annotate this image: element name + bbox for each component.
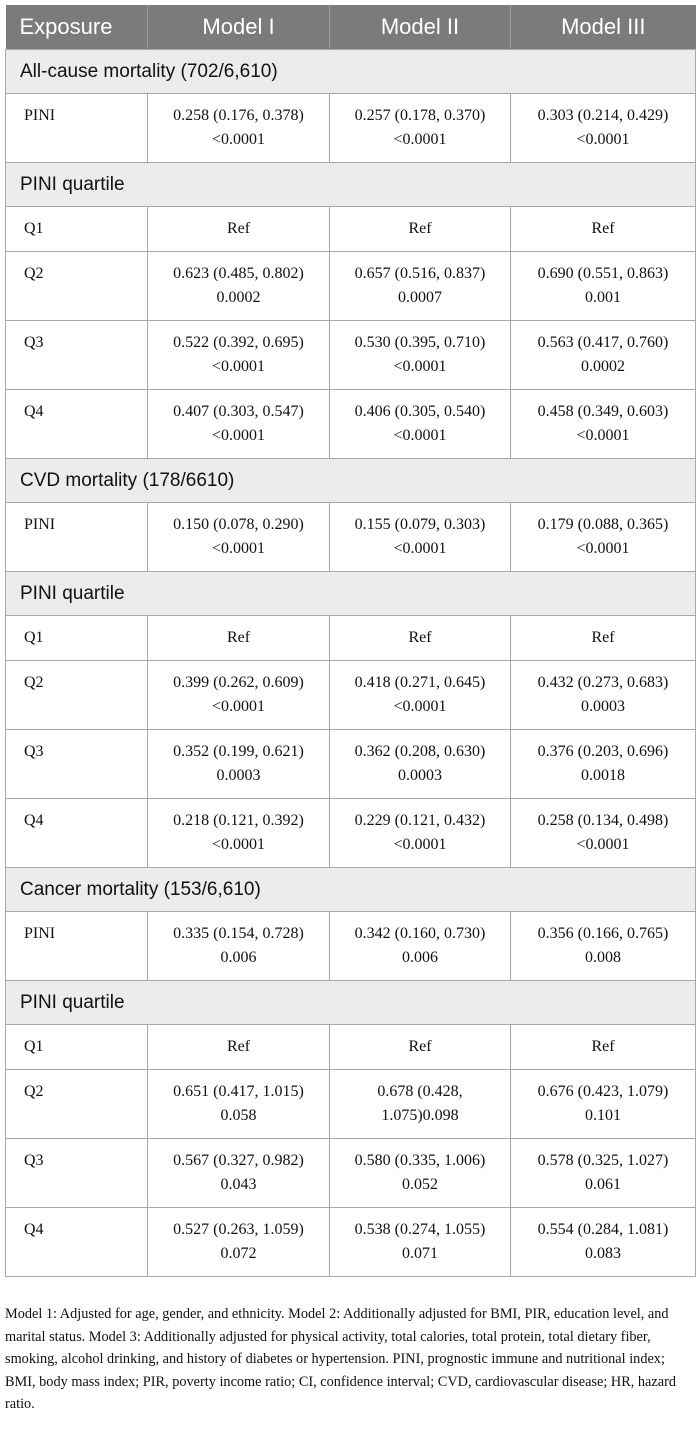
cell-model-1: Ref <box>147 615 330 661</box>
table-row: Q4 0.407 (0.303, 0.547) <0.0001 0.406 (0… <box>5 389 696 459</box>
cell-model-1: 0.218 (0.121, 0.392) <0.0001 <box>147 798 330 868</box>
cell-model-3: 0.458 (0.349, 0.603) <0.0001 <box>510 389 696 459</box>
cell-model-3: 0.676 (0.423, 1.079) 0.101 <box>510 1069 696 1139</box>
cell-model-2: 0.678 (0.428, 1.075)0.098 <box>329 1069 511 1139</box>
cell-model-1: 0.623 (0.485, 0.802) 0.0002 <box>147 251 330 321</box>
cell-model-3: 0.554 (0.284, 1.081) 0.083 <box>510 1207 696 1277</box>
cell-model-3: 0.179 (0.088, 0.365) <0.0001 <box>510 502 696 572</box>
subsection-header-quartile: PINI quartile <box>5 571 696 616</box>
section-header-cvd: CVD mortality (178/6610) <box>5 458 696 503</box>
cell-model-1: 0.335 (0.154, 0.728) 0.006 <box>147 911 330 981</box>
cell-model-1: 0.352 (0.199, 0.621) 0.0003 <box>147 729 330 799</box>
table-row: PINI 0.335 (0.154, 0.728) 0.006 0.342 (0… <box>5 911 696 981</box>
header-model-2: Model II <box>329 5 511 50</box>
row-label: Q4 <box>5 1207 148 1277</box>
cell-model-3: 0.432 (0.273, 0.683) 0.0003 <box>510 660 696 730</box>
cell-model-2: 0.580 (0.335, 1.006) 0.052 <box>329 1138 511 1208</box>
cell-model-3: 0.376 (0.203, 0.696) 0.0018 <box>510 729 696 799</box>
section-title: All-cause mortality (702/6,610) <box>5 49 696 94</box>
table-row: PINI 0.258 (0.176, 0.378) <0.0001 0.257 … <box>5 93 696 163</box>
cell-model-1: 0.522 (0.392, 0.695) <0.0001 <box>147 320 330 390</box>
cell-model-1: 0.527 (0.263, 1.059) 0.072 <box>147 1207 330 1277</box>
cell-model-1: 0.407 (0.303, 0.547) <0.0001 <box>147 389 330 459</box>
row-label: Q3 <box>5 320 148 390</box>
row-label: Q2 <box>5 1069 148 1139</box>
cell-model-1: Ref <box>147 206 330 252</box>
row-label: PINI <box>5 911 148 981</box>
header-model-1: Model I <box>147 5 330 50</box>
cell-model-2: 0.418 (0.271, 0.645)<0.0001 <box>329 660 511 730</box>
results-table: Exposure Model I Model II Model III All-… <box>5 5 696 1277</box>
table-row: PINI 0.150 (0.078, 0.290) <0.0001 0.155 … <box>5 502 696 572</box>
cell-model-3: Ref <box>510 206 696 252</box>
subsection-header-quartile: PINI quartile <box>5 162 696 207</box>
table-row: Q4 0.218 (0.121, 0.392) <0.0001 0.229 (0… <box>5 798 696 868</box>
cell-model-2: Ref <box>329 615 511 661</box>
row-label: Q1 <box>5 615 148 661</box>
row-label: Q1 <box>5 206 148 252</box>
table-row: Q3 0.522 (0.392, 0.695) <0.0001 0.530 (0… <box>5 320 696 390</box>
cell-model-2: 0.530 (0.395, 0.710) <0.0001 <box>329 320 511 390</box>
cell-model-2: Ref <box>329 206 511 252</box>
section-title: Cancer mortality (153/6,610) <box>5 867 696 912</box>
row-label: Q3 <box>5 1138 148 1208</box>
header-row: Exposure Model I Model II Model III <box>5 5 696 50</box>
cell-model-1: 0.258 (0.176, 0.378) <0.0001 <box>147 93 330 163</box>
table-row: Q2 0.623 (0.485, 0.802) 0.0002 0.657 (0.… <box>5 251 696 321</box>
table-footnote: Model 1: Adjusted for age, gender, and e… <box>5 1306 676 1412</box>
row-label: PINI <box>5 93 148 163</box>
row-label: PINI <box>5 502 148 572</box>
cell-model-1: Ref <box>147 1024 330 1070</box>
row-label: Q2 <box>5 251 148 321</box>
cell-model-2: 0.362 (0.208, 0.630) 0.0003 <box>329 729 511 799</box>
cell-model-3: 0.563 (0.417, 0.760) 0.0002 <box>510 320 696 390</box>
cell-model-3: 0.303 (0.214, 0.429) <0.0001 <box>510 93 696 163</box>
cell-model-2: Ref <box>329 1024 511 1070</box>
row-label: Q4 <box>5 798 148 868</box>
cell-model-3: 0.356 (0.166, 0.765) 0.008 <box>510 911 696 981</box>
row-label: Q3 <box>5 729 148 799</box>
table-row: Q4 0.527 (0.263, 1.059) 0.072 0.538 (0.2… <box>5 1207 696 1277</box>
table-row: Q3 0.567 (0.327, 0.982) 0.043 0.580 (0.3… <box>5 1138 696 1208</box>
cell-model-2: 0.229 (0.121, 0.432) <0.0001 <box>329 798 511 868</box>
table-row: Q1 Ref Ref Ref <box>5 615 696 661</box>
section-title: CVD mortality (178/6610) <box>5 458 696 503</box>
cell-model-3: Ref <box>510 615 696 661</box>
row-label: Q1 <box>5 1024 148 1070</box>
subsection-title: PINI quartile <box>5 571 696 616</box>
row-label: Q4 <box>5 389 148 459</box>
cell-model-2: 0.657 (0.516, 0.837) 0.0007 <box>329 251 511 321</box>
row-label: Q2 <box>5 660 148 730</box>
subsection-title: PINI quartile <box>5 980 696 1025</box>
cell-model-1: 0.399 (0.262, 0.609) <0.0001 <box>147 660 330 730</box>
cell-model-3: Ref <box>510 1024 696 1070</box>
cell-model-2: 0.406 (0.305, 0.540) <0.0001 <box>329 389 511 459</box>
table-row: Q2 0.399 (0.262, 0.609) <0.0001 0.418 (0… <box>5 660 696 730</box>
cell-model-1: 0.150 (0.078, 0.290) <0.0001 <box>147 502 330 572</box>
subsection-title: PINI quartile <box>5 162 696 207</box>
cell-model-1: 0.651 (0.417, 1.015) 0.058 <box>147 1069 330 1139</box>
cell-model-2: 0.538 (0.274, 1.055) 0.071 <box>329 1207 511 1277</box>
cell-model-3: 0.690 (0.551, 0.863) 0.001 <box>510 251 696 321</box>
table-row: Q3 0.352 (0.199, 0.621) 0.0003 0.362 (0.… <box>5 729 696 799</box>
table-row: Q1 Ref Ref Ref <box>5 1024 696 1070</box>
cell-model-3: 0.258 (0.134, 0.498) <0.0001 <box>510 798 696 868</box>
header-exposure: Exposure <box>5 5 148 50</box>
cell-model-1: 0.567 (0.327, 0.982) 0.043 <box>147 1138 330 1208</box>
cell-model-2: 0.257 (0.178, 0.370) <0.0001 <box>329 93 511 163</box>
subsection-header-quartile: PINI quartile <box>5 980 696 1025</box>
section-header-all-cause: All-cause mortality (702/6,610) <box>5 49 696 94</box>
table-row: Q2 0.651 (0.417, 1.015) 0.058 0.678 (0.4… <box>5 1069 696 1139</box>
section-header-cancer: Cancer mortality (153/6,610) <box>5 867 696 912</box>
header-model-3: Model III <box>510 5 696 50</box>
cell-model-2: 0.342 (0.160, 0.730) 0.006 <box>329 911 511 981</box>
table-row: Q1 Ref Ref Ref <box>5 206 696 252</box>
cell-model-3: 0.578 (0.325, 1.027) 0.061 <box>510 1138 696 1208</box>
cell-model-2: 0.155 (0.079, 0.303) <0.0001 <box>329 502 511 572</box>
